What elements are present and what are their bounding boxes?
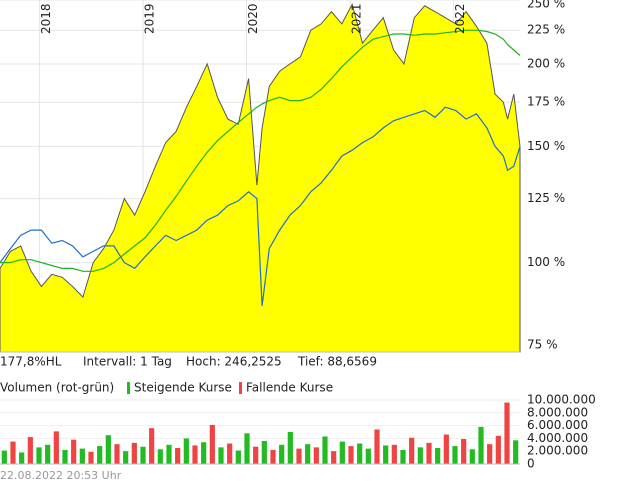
volume-bar — [227, 443, 233, 464]
volume-bar — [452, 446, 458, 464]
volume-bar — [391, 444, 397, 464]
volume-bar — [261, 440, 267, 464]
volume-bar — [348, 446, 354, 464]
legend-label: Steigende Kurse — [134, 381, 232, 395]
volume-bar — [513, 440, 519, 464]
volume-bar — [339, 441, 345, 464]
volume-bar — [71, 439, 77, 464]
volume-bar — [218, 447, 224, 464]
volume-bar — [19, 452, 25, 464]
volume-bar — [469, 449, 475, 464]
volume-bar — [97, 446, 103, 464]
line — [0, 106, 521, 306]
y-tick-label: 6.000.000 — [527, 418, 588, 432]
volume-bar — [495, 435, 501, 464]
y-tick-label: 2.000.000 — [527, 444, 588, 458]
legend-swatch — [239, 382, 242, 394]
volume-bar — [79, 448, 85, 464]
volume-bar — [235, 450, 241, 464]
volume-bar — [131, 442, 137, 464]
volume-bar — [435, 448, 441, 464]
volume-bar — [417, 447, 423, 464]
y-tick-label: 100 % — [527, 255, 565, 269]
volume-bar — [45, 444, 51, 464]
volume-bar — [201, 442, 207, 464]
volume-bar — [374, 429, 380, 464]
volume-bar — [166, 444, 172, 464]
y-tick-label: 75 % — [527, 338, 558, 352]
timestamp: 22.08.2022 20:53 Uhr — [0, 469, 122, 482]
volume-bar — [443, 434, 449, 464]
volume-bar — [149, 428, 155, 464]
volume-bar — [244, 433, 250, 464]
y-tick-label: 4.000.000 — [527, 431, 588, 445]
volume-bar — [114, 444, 120, 464]
volume-bar — [157, 449, 163, 464]
x-tick-label: 2018 — [39, 3, 53, 34]
volume-bar — [175, 448, 181, 464]
volume-bar — [331, 451, 337, 464]
x-tick-label: 2021 — [350, 3, 364, 34]
volume-bar — [409, 437, 415, 464]
volume-bar — [123, 451, 129, 464]
volume-bar — [305, 444, 311, 464]
volume-bar — [62, 449, 68, 464]
volume-bar — [383, 445, 389, 464]
volume-bar — [426, 442, 432, 464]
volume-bar — [400, 449, 406, 464]
y-tick-label: 125 % — [527, 191, 565, 205]
volume-bar — [253, 446, 259, 464]
y-tick-label: 0 — [527, 457, 535, 471]
info-high: Hoch: 246,2525 — [186, 355, 282, 369]
info-interval: Intervall: 1 Tag — [83, 355, 172, 369]
volume-bar — [140, 446, 146, 464]
volume-bar — [183, 438, 189, 464]
volume-bar — [88, 451, 94, 464]
volume-bar — [296, 448, 302, 464]
line — [0, 29, 521, 272]
volume-bar — [27, 437, 33, 464]
volume-bar — [313, 447, 319, 464]
y-tick-label: 250 % — [527, 0, 565, 11]
volume-bar — [192, 445, 198, 464]
x-tick-label: 2019 — [142, 3, 156, 34]
x-tick-label: 2022 — [453, 3, 467, 34]
y-tick-label: 150 % — [527, 139, 565, 153]
volume-bar — [1, 450, 7, 464]
y-tick-label: 200 % — [527, 56, 565, 70]
volume-bar — [287, 432, 293, 464]
volume-bar — [357, 443, 363, 464]
price-area — [0, 2, 521, 353]
y-tick-label: 175 % — [527, 95, 565, 109]
volume-bar — [504, 402, 510, 464]
volume-bar — [279, 444, 285, 464]
x-tick-label: 2020 — [246, 3, 260, 34]
volume-bar — [209, 424, 215, 464]
volume-bar — [36, 447, 42, 464]
volume-bar — [461, 439, 467, 464]
info-low: Tief: 88,6569 — [297, 355, 377, 369]
y-tick-label: 225 % — [527, 23, 565, 37]
info-range: 177,8%HL — [0, 355, 62, 369]
volume-bar — [105, 435, 111, 464]
legend-swatch — [127, 382, 130, 394]
y-tick-label: 10.000.000 — [527, 393, 596, 407]
volume-bar — [270, 449, 276, 464]
volume-bar — [365, 448, 371, 464]
volume-bar — [10, 441, 16, 464]
volume-bar — [487, 444, 493, 464]
volume-bar — [322, 436, 328, 464]
volume-bar — [53, 431, 59, 464]
y-tick-label: 8.000.000 — [527, 405, 588, 419]
legend-label: Fallende Kurse — [246, 381, 333, 395]
volume-title: Volumen (rot-grün) — [0, 381, 114, 395]
volume-bar — [478, 426, 484, 464]
